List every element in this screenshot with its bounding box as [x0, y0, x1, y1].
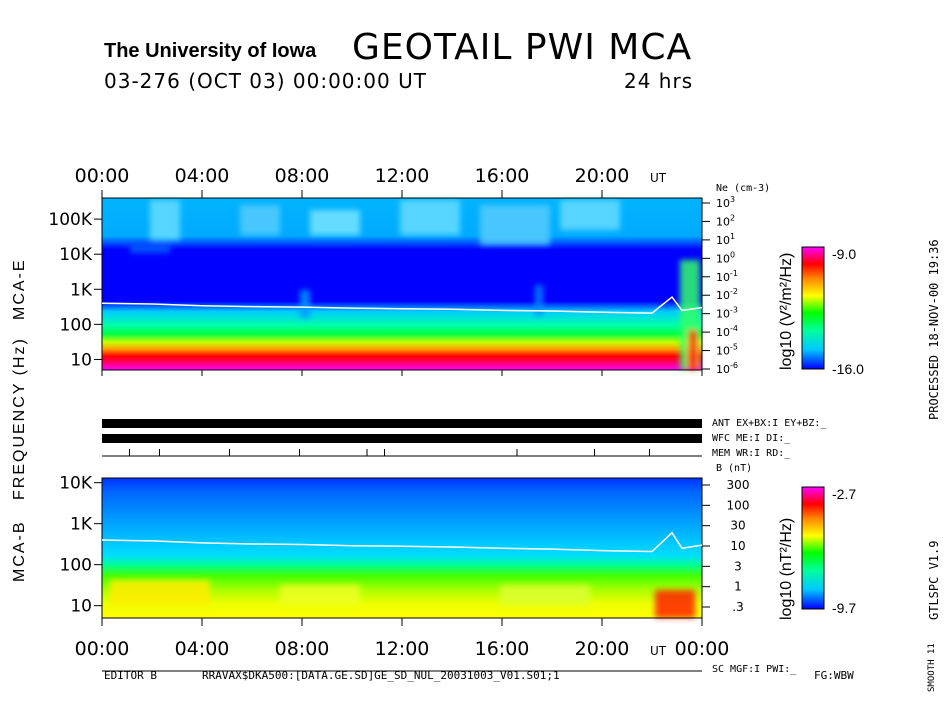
smooth-label: SMOOTH 11: [927, 643, 937, 692]
mca-b-freq-tick-label: 100: [60, 556, 92, 576]
mem-status: MEM WR:I RD:_: [712, 448, 791, 459]
mca-b-title: MCA-B: [11, 520, 28, 582]
bottom-time-tick-label: 00:00: [675, 638, 730, 660]
mca-e-freq-tick-label: 100K: [48, 210, 92, 230]
sc-status: SC MGF:I PWI:_: [712, 664, 797, 675]
mca-b-texture: [110, 580, 695, 618]
bottom-time-tick-label: 00:00: [75, 638, 130, 660]
mca-e-colorbar-label: log10 (V²/m²/Hz): [778, 252, 795, 370]
mca-e-plasma-line: [101, 296, 703, 314]
mca-e-freq-tick-label: 10: [70, 350, 92, 370]
ne-tick-label: 10-6: [716, 361, 738, 376]
mca-e-freq-tick-label: 10K: [59, 245, 93, 265]
ne-tick-label: 102: [716, 213, 735, 228]
program-version: GTLSPC V1.9: [927, 540, 941, 620]
bottom-time-tick-label: 20:00: [575, 638, 630, 660]
mca-e-freq-tick-label: 100: [60, 315, 92, 335]
instrument-title: GEOTAIL PWI MCA: [352, 27, 693, 68]
b-tick-label: 300: [727, 478, 750, 492]
mca-b-freq-tick-label: 10K: [59, 474, 93, 494]
mca-e-freq-tick-label: 1K: [70, 280, 93, 300]
mca-e-panel: [101, 197, 703, 371]
ne-tick-label: 10-1: [716, 269, 738, 284]
ne-tick-label: 10-2: [716, 287, 738, 302]
mca-e-cbar-max: -9.0: [832, 246, 857, 262]
duration-label: 24 hrs: [624, 69, 694, 93]
top-time-tick-label: 12:00: [375, 165, 430, 187]
top-time-tick-label: 04:00: [175, 165, 230, 187]
mca-b-cbar-max: -2.7: [832, 486, 857, 502]
top-time-tick-label: 08:00: [275, 165, 330, 187]
bottom-time-tick-label: 04:00: [175, 638, 230, 660]
date-line: 03-276 (OCT 03) 00:00:00 UT: [104, 69, 427, 93]
wfc-status: WFC ME:I DI:_: [712, 433, 791, 444]
ant-status: ANT EX+BX:I EY+BZ:_: [712, 418, 827, 429]
b-tick-label: 1: [734, 580, 742, 594]
fg-label: FG:WBW: [814, 669, 854, 682]
top-time-tick-label: 20:00: [575, 165, 630, 187]
mca-b-cbar-min: -9.7: [832, 600, 857, 616]
mca-b-plasma-line: [101, 531, 703, 553]
mca-e-cbar-min: -16.0: [832, 361, 864, 377]
mca-b-freq-tick-label: 10: [70, 597, 92, 617]
b-tick-label: 30: [730, 519, 745, 533]
mca-e-colorbar: [801, 246, 825, 370]
b-tick-label: 100: [727, 498, 750, 512]
mca-b-colorbar-label: log10 (nT²/Hz): [778, 517, 795, 620]
b-tick-label: 10: [730, 539, 745, 553]
frequency-axis-label: FREQUENCY (Hz): [11, 337, 28, 500]
ne-tick-label: 103: [716, 195, 735, 210]
bottom-time-tick-label: 08:00: [275, 638, 330, 660]
b-axis-label: B (nT): [716, 463, 753, 474]
editor-label: EDITOR B: [104, 669, 157, 682]
chart-axes: 00:00 04:00 08:00 12:00 16:00 20:00 UT 00:00 04:…: [48, 165, 749, 660]
bottom-time-tick-label: 16:00: [475, 638, 530, 660]
top-time-tick-label: 00:00: [75, 165, 130, 187]
mca-e-texture: [130, 200, 700, 370]
ne-tick-label: 100: [716, 250, 735, 265]
b-tick-label: .3: [732, 600, 743, 614]
top-time-tick-label: 16:00: [475, 165, 530, 187]
ne-tick-label: 10-5: [716, 343, 738, 358]
bottom-ut-label: UT: [650, 644, 667, 658]
processed-stamp: PROCESSED 18-NOV-00 19:36: [927, 239, 941, 420]
mca-e-title: MCA-E: [11, 258, 28, 320]
status-bars: [102, 419, 702, 672]
data-file-path: RRAVAX$DKA500:[DATA.GE.SD]GE_SD_NUL_2003…: [202, 669, 560, 682]
top-ut-label: UT: [650, 171, 667, 185]
ne-tick-label: 10-4: [716, 324, 738, 339]
ne-axis-label: Ne (cm-3): [716, 183, 771, 194]
mca-b-colorbar: [801, 486, 825, 610]
mca-b-panel: [101, 477, 703, 619]
ne-tick-label: 101: [716, 232, 735, 247]
bottom-time-tick-label: 12:00: [375, 638, 430, 660]
b-tick-label: 3: [734, 559, 742, 573]
mca-b-freq-tick-label: 1K: [70, 515, 93, 535]
ne-tick-label: 10-3: [716, 306, 738, 321]
institution-name: The University of Iowa: [104, 40, 317, 62]
